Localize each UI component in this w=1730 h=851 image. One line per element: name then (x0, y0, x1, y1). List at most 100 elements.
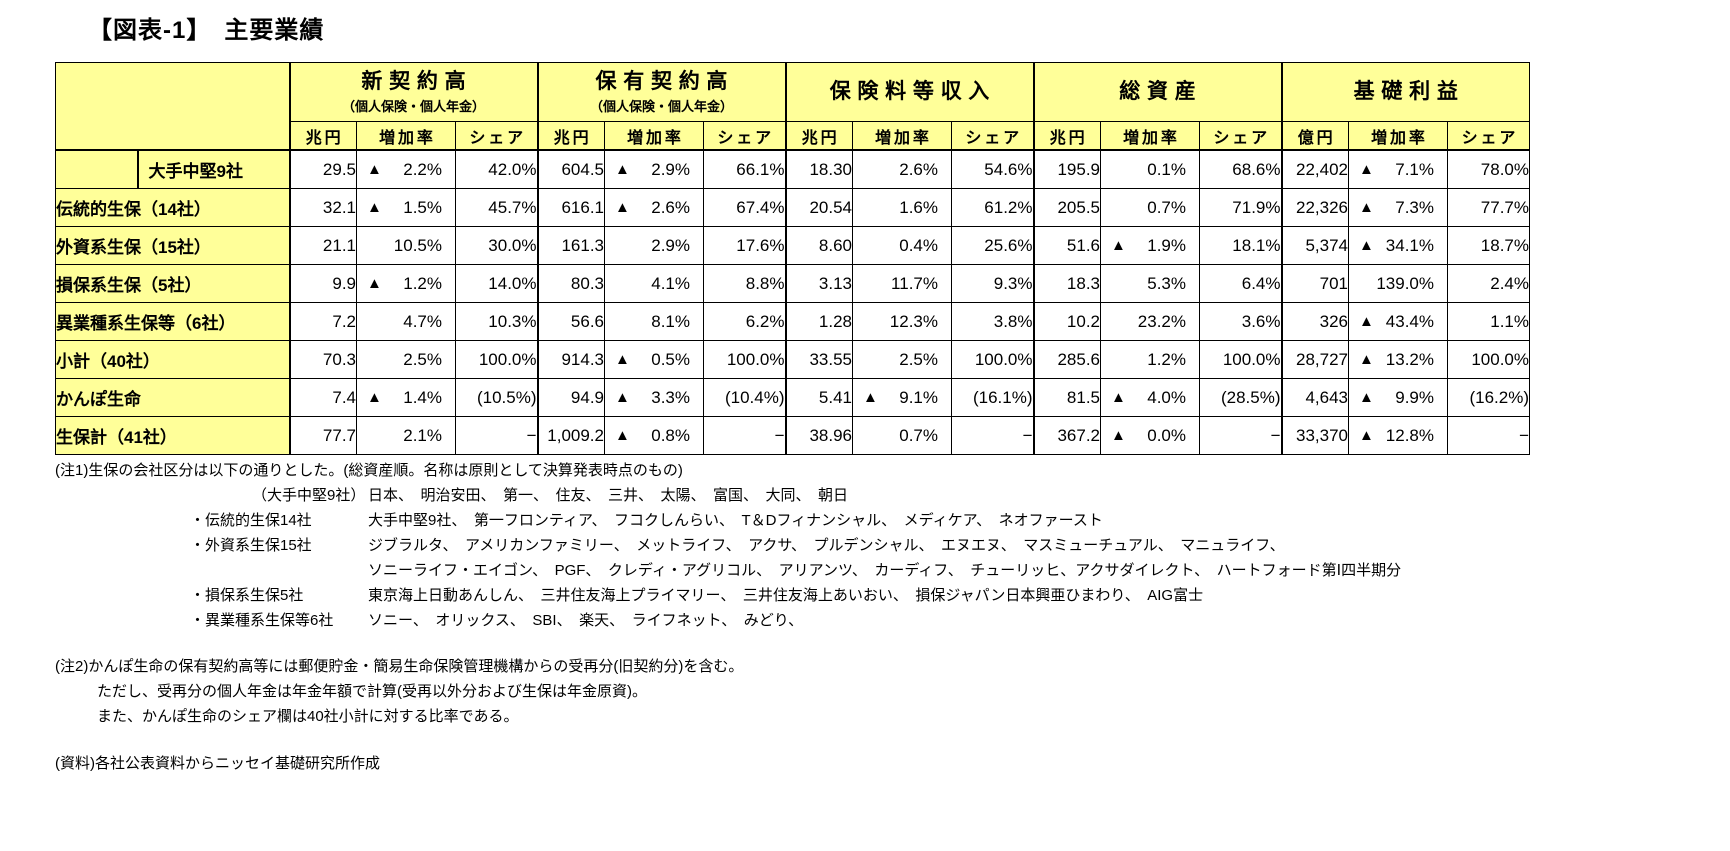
amount-cell: 7.4 (288, 378, 357, 417)
amount-cell: 1.28 (784, 302, 853, 341)
growth-rate-value: 8.1% (651, 311, 690, 331)
share-cell: 78.0% (1447, 149, 1530, 189)
row-label: かんぽ生命 (55, 378, 290, 417)
growth-rate-content: 8.1% (605, 303, 703, 340)
amount-cell: 18.3 (1032, 264, 1101, 303)
growth-rate-cell: ▲ 1.2% (356, 264, 456, 303)
amount-cell: 195.9 (1032, 149, 1101, 189)
amount-cell: 33,370 (1280, 416, 1349, 455)
row-label: 生保計（41社） (55, 416, 290, 455)
performance-table: 新契約高 （個人保険・個人年金） 保有契約高 （個人保険・個人年金） 保険料等収入 総資産… (55, 62, 1530, 455)
growth-rate-content: 0.7% (853, 417, 951, 454)
amount-cell: 56.6 (536, 302, 605, 341)
growth-rate-content: ▲ 2.6% (605, 189, 703, 226)
growth-rate-cell: ▲ 12.8% (1348, 416, 1448, 455)
share-cell: 100.0% (703, 340, 786, 379)
growth-rate-cell: 2.6% (852, 149, 952, 189)
group-title: 新契約高 (361, 70, 473, 94)
growth-rate-value: 2.9% (651, 235, 690, 255)
growth-rate-cell: 2.5% (852, 340, 952, 379)
growth-rate-cell: 1.6% (852, 188, 952, 227)
growth-rate-cell: 2.9% (604, 226, 704, 265)
share-cell: − (703, 416, 786, 455)
negative-triangle-icon: ▲ (863, 389, 878, 406)
amount-cell: 3.13 (784, 264, 853, 303)
growth-rate-content: 4.1% (605, 265, 703, 302)
row-label: 小計（40社） (55, 340, 290, 379)
share-cell: 45.7% (455, 188, 538, 227)
growth-rate-value: 9.9% (1395, 387, 1434, 407)
share-cell: 6.2% (703, 302, 786, 341)
growth-rate-content: ▲ 7.3% (1349, 189, 1447, 226)
amount-cell: 9.9 (288, 264, 357, 303)
growth-rate-value: 7.1% (1395, 159, 1434, 179)
amount-cell: 1,009.2 (536, 416, 605, 455)
growth-rate-content: ▲ 34.1% (1349, 227, 1447, 264)
negative-triangle-icon: ▲ (1359, 351, 1374, 368)
growth-rate-content: 5.3% (1101, 265, 1199, 302)
growth-rate-cell: ▲ 9.9% (1348, 378, 1448, 417)
group-header-2: 保険料等収入 (784, 62, 1034, 122)
group-header-3: 総資産 (1032, 62, 1282, 122)
growth-rate-value: 43.4% (1385, 311, 1434, 331)
share-cell: 25.6% (951, 226, 1034, 265)
amount-cell: 21.1 (288, 226, 357, 265)
growth-rate-cell: 4.7% (356, 302, 456, 341)
growth-rate-cell: ▲ 0.5% (604, 340, 704, 379)
growth-rate-value: 13.2% (1385, 349, 1434, 369)
growth-rate-value: 11.7% (891, 273, 938, 293)
negative-triangle-icon: ▲ (367, 161, 382, 178)
share-cell: 18.7% (1447, 226, 1530, 265)
group-subtitle: （個人保険・個人年金） (589, 98, 733, 114)
table-row: 伝統的生保（14社） 32.1 ▲ 1.5% 45.7% 616.1 ▲ 2.6% 67.4% 2… (55, 188, 1530, 227)
row-label-inset-box: 大手中堅9社 (56, 151, 289, 188)
growth-rate-content: 2.5% (853, 341, 951, 378)
negative-triangle-icon: ▲ (615, 351, 630, 368)
share-cell: 61.2% (951, 188, 1034, 227)
table-row: かんぽ生命 7.4 ▲ 1.4% (10.5%) 94.9 ▲ 3.3% (10.4%) 5.41… (55, 378, 1530, 417)
row-label: 異業種系生保等（6社） (55, 302, 290, 341)
growth-rate-content: ▲ 0.5% (605, 341, 703, 378)
growth-rate-content: ▲ 7.1% (1349, 151, 1447, 188)
share-cell: 3.8% (951, 302, 1034, 341)
share-cell: 17.6% (703, 226, 786, 265)
table-row: 異業種系生保等（6社） 7.2 4.7% 10.3% 56.6 8.1% 6.2% 1.28 1… (55, 302, 1530, 341)
growth-rate-value: 0.8% (651, 425, 690, 445)
growth-rate-cell: ▲ 43.4% (1348, 302, 1448, 341)
amount-cell: 51.6 (1032, 226, 1101, 265)
growth-rate-cell: ▲ 1.4% (356, 378, 456, 417)
note1-item: ・異業種系生保等6社 ソニー、 オリックス、 SBI、 楽天、 ライフネット、 … (55, 608, 1695, 633)
group-header-1: 保有契約高 （個人保険・個人年金） (536, 62, 786, 122)
growth-rate-cell: ▲ 13.2% (1348, 340, 1448, 379)
table-row: 損保系生保（5社） 9.9 ▲ 1.2% 14.0% 80.3 4.1% 8.8% 3.13 11… (55, 264, 1530, 303)
note1-item: （大手中堅9社） 日本、 明治安田、 第一、 住友、 三井、 太陽、 富国、 大… (55, 483, 1695, 508)
growth-rate-value: 139.0% (1376, 273, 1434, 293)
note1-item-term: ・異業種系生保等6社 (190, 612, 334, 629)
note1-item: ・損保系生保5社 東京海上日動あんしん、 三井住友海上プライマリー、 三井住友海… (55, 583, 1695, 608)
growth-rate-value: 9.1% (899, 387, 938, 407)
growth-rate-value: 4.7% (403, 311, 442, 331)
growth-rate-value: 4.0% (1147, 387, 1186, 407)
amount-cell: 205.5 (1032, 188, 1101, 227)
growth-rate-content: ▲ 43.4% (1349, 303, 1447, 340)
negative-triangle-icon: ▲ (1359, 427, 1374, 444)
growth-rate-cell: 5.3% (1100, 264, 1200, 303)
growth-rate-cell: 0.7% (852, 416, 952, 455)
growth-rate-content: ▲ 1.9% (1101, 227, 1199, 264)
row-label: 大手中堅9社 (55, 149, 290, 189)
growth-rate-value: 2.1% (403, 425, 442, 445)
note2-line3: また、かんぽ生命のシェア欄は40社小計に対する比率である。 (97, 708, 519, 725)
amount-cell: 5,374 (1280, 226, 1349, 265)
notes-section: (注1)生保の会社区分は以下の通りとした。(総資産順。名称は原則として決算発表時… (55, 458, 1695, 776)
growth-rate-content: ▲ 2.9% (605, 151, 703, 188)
share-cell: 1.1% (1447, 302, 1530, 341)
growth-rate-cell: 139.0% (1348, 264, 1448, 303)
share-cell: 10.3% (455, 302, 538, 341)
amount-cell: 161.3 (536, 226, 605, 265)
group-header-0: 新契約高 （個人保険・個人年金） (288, 62, 538, 122)
share-cell: (16.2%) (1447, 378, 1530, 417)
note1-item-term: ・外資系生保15社 (190, 537, 312, 554)
growth-rate-cell: 0.7% (1100, 188, 1200, 227)
amount-cell: 10.2 (1032, 302, 1101, 341)
growth-rate-cell: ▲ 2.9% (604, 149, 704, 189)
